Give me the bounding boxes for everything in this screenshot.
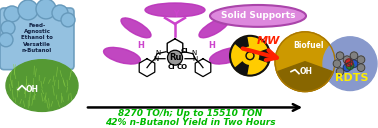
Circle shape: [246, 52, 254, 60]
Circle shape: [323, 37, 377, 90]
Text: Feed-
Agnostic
Ethanol to
Versatile
n-Butanol: Feed- Agnostic Ethanol to Versatile n-Bu…: [21, 23, 53, 53]
Ellipse shape: [209, 47, 246, 64]
Text: Y: Y: [173, 10, 179, 19]
Circle shape: [52, 5, 68, 21]
Text: OH: OH: [300, 67, 313, 76]
Text: CO: CO: [177, 64, 188, 70]
Text: N: N: [155, 50, 160, 56]
Circle shape: [345, 59, 353, 66]
Text: H: H: [208, 41, 215, 50]
Ellipse shape: [104, 47, 141, 64]
Circle shape: [336, 52, 344, 60]
Circle shape: [350, 52, 358, 60]
Ellipse shape: [145, 3, 205, 17]
Circle shape: [230, 36, 270, 76]
Circle shape: [275, 32, 335, 92]
Ellipse shape: [121, 18, 151, 38]
Circle shape: [343, 64, 351, 71]
Ellipse shape: [199, 18, 229, 38]
Circle shape: [4, 6, 20, 22]
Circle shape: [357, 64, 365, 71]
Text: Cl: Cl: [168, 64, 176, 70]
Text: MW: MW: [256, 36, 280, 46]
Circle shape: [336, 68, 344, 75]
Wedge shape: [235, 62, 248, 74]
Circle shape: [36, 0, 56, 19]
Circle shape: [333, 60, 341, 67]
Text: Biofuel: Biofuel: [294, 41, 324, 50]
Text: OH: OH: [26, 84, 39, 94]
Circle shape: [248, 53, 253, 58]
Circle shape: [346, 62, 354, 70]
FancyBboxPatch shape: [0, 8, 74, 70]
Text: Solid Supports: Solid Supports: [221, 11, 295, 20]
Circle shape: [343, 56, 351, 63]
Wedge shape: [259, 49, 269, 62]
Text: 42% n-Butanol Yield in Two Hours: 42% n-Butanol Yield in Two Hours: [105, 118, 275, 127]
Circle shape: [167, 50, 183, 65]
Text: N: N: [191, 50, 196, 56]
Circle shape: [357, 56, 365, 63]
Text: N: N: [153, 56, 158, 62]
Circle shape: [0, 33, 13, 47]
Circle shape: [18, 0, 38, 20]
Text: RDTS: RDTS: [335, 73, 369, 83]
Text: N: N: [192, 56, 197, 62]
Circle shape: [1, 21, 15, 35]
Circle shape: [350, 60, 358, 67]
Text: Ru: Ru: [169, 53, 181, 62]
Circle shape: [61, 13, 75, 27]
Ellipse shape: [210, 5, 306, 27]
Text: H: H: [137, 41, 144, 50]
Wedge shape: [235, 37, 248, 49]
Text: 8270 TO/h; Up to 15510 TON: 8270 TO/h; Up to 15510 TON: [118, 109, 262, 118]
Ellipse shape: [6, 60, 78, 111]
Wedge shape: [277, 62, 333, 92]
Text: Cl: Cl: [181, 48, 189, 54]
